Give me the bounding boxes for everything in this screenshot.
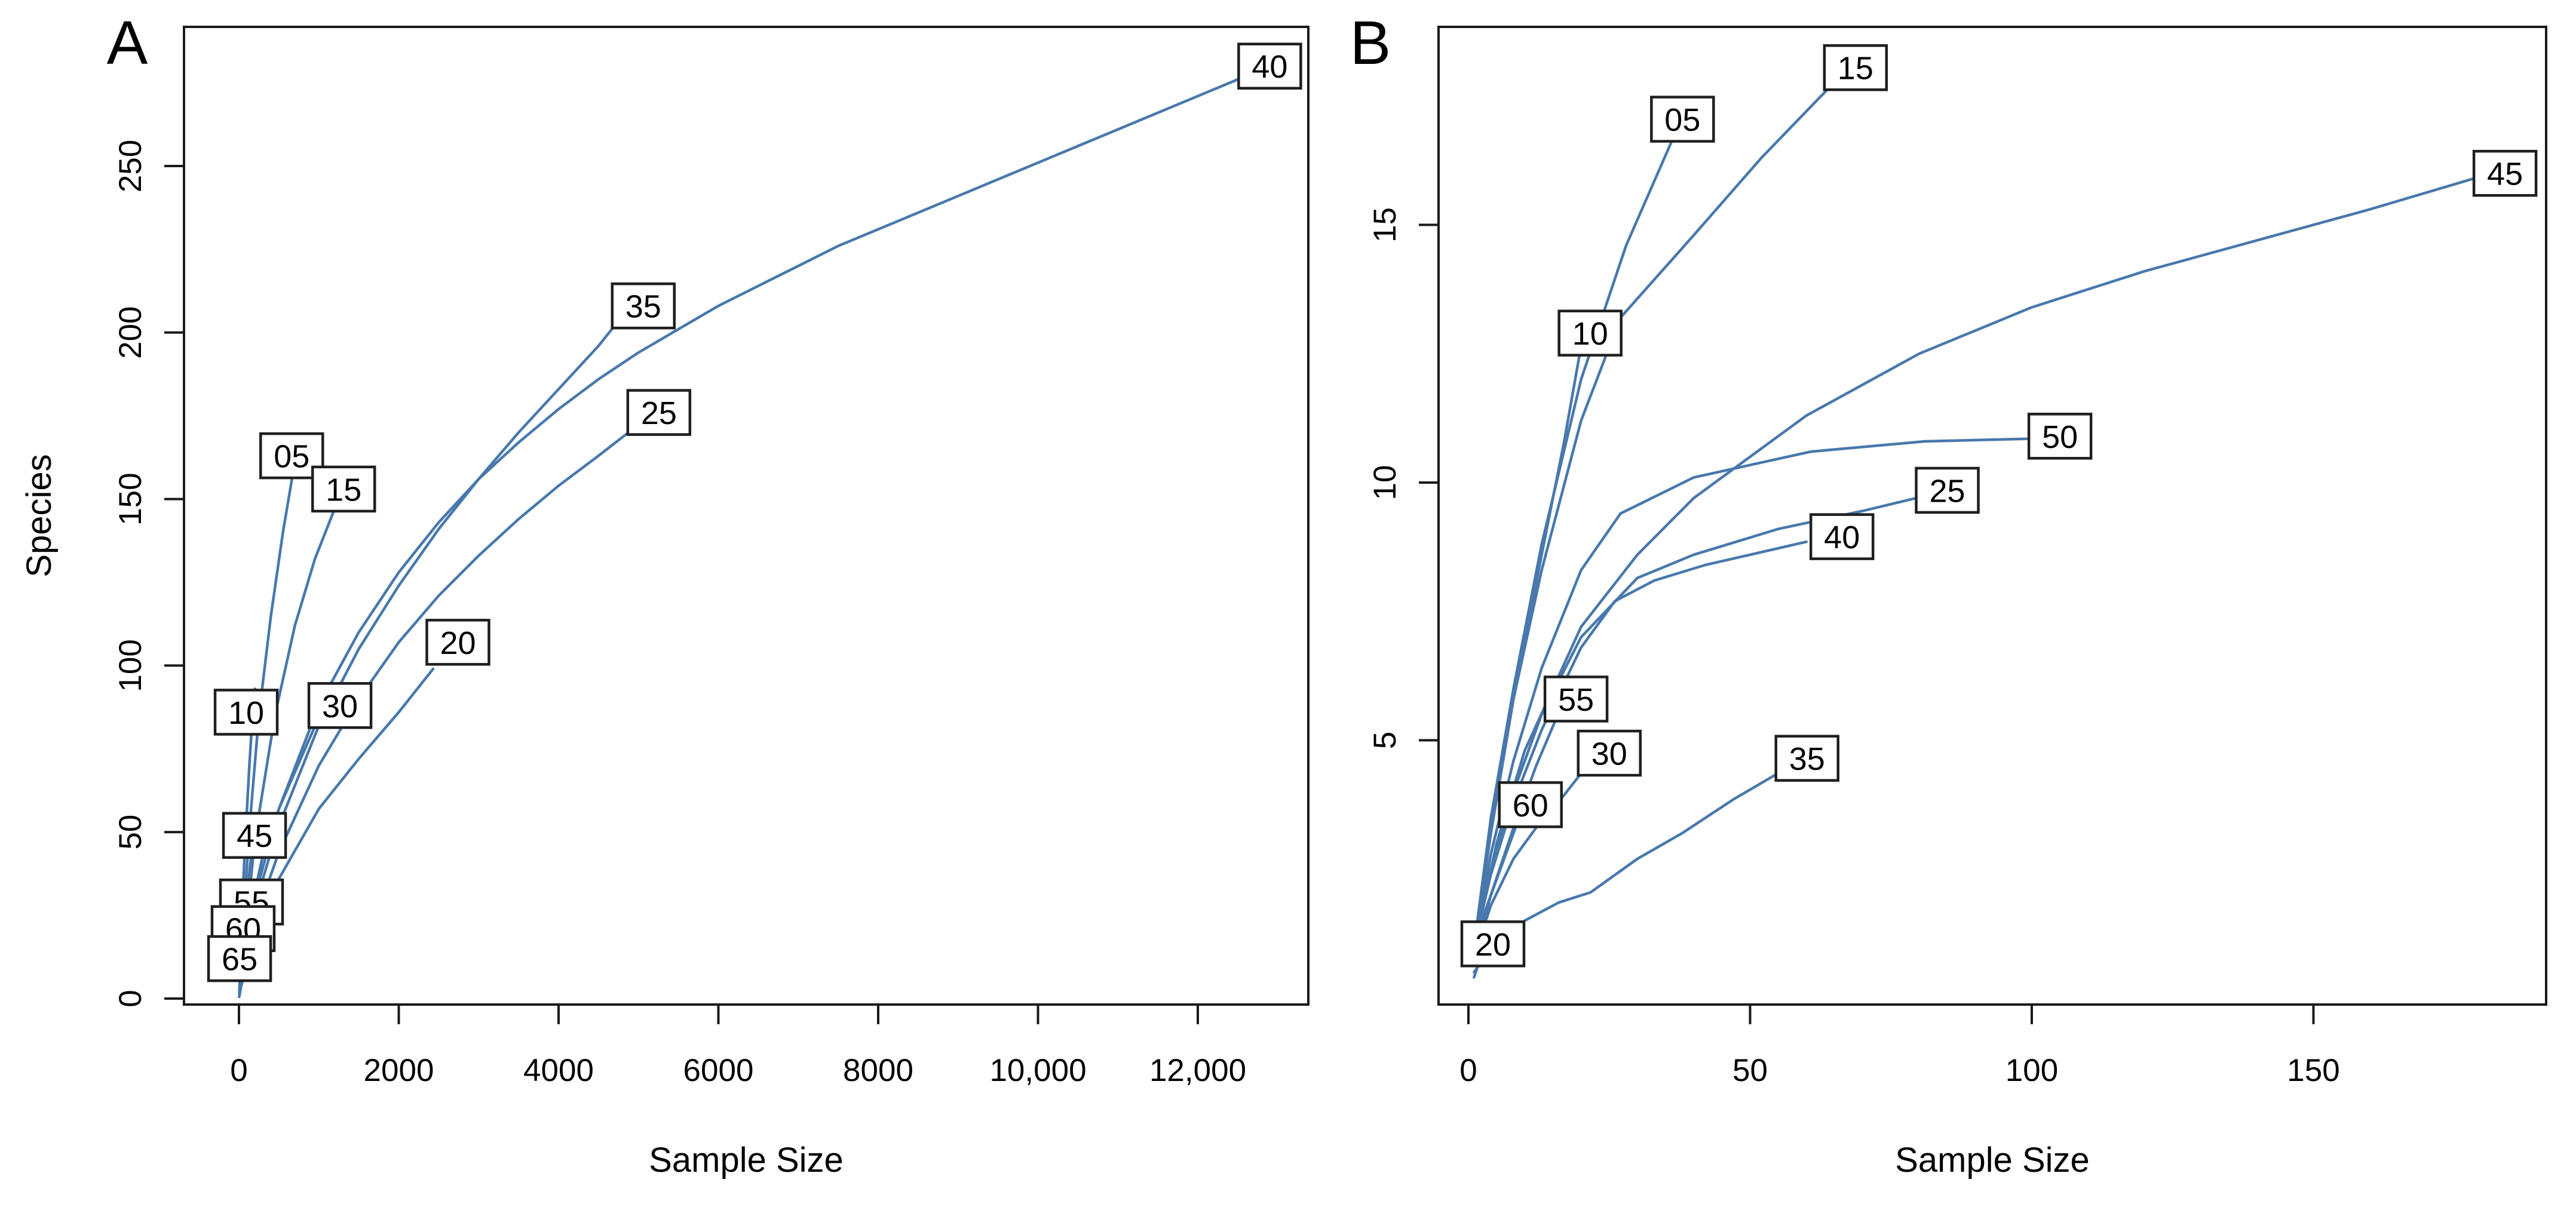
curve-05 (1473, 141, 1673, 948)
x-tick-label: 0 (230, 1053, 247, 1088)
curve-label-box-20 (1460, 920, 1526, 968)
y-tick-label: 200 (113, 306, 148, 359)
curve-45 (1473, 177, 2476, 948)
curve-label-15: 15 (1838, 51, 1873, 87)
curve-label-50: 50 (2042, 419, 2078, 455)
x-tick-label: 100 (2005, 1053, 2058, 1088)
y-tick-label: 50 (113, 815, 148, 850)
y-tick-label: 15 (1367, 207, 1403, 242)
curve-label-45: 45 (2487, 156, 2523, 192)
curve-label-box-60 (1498, 781, 1563, 828)
plot-box-A (183, 26, 1310, 1006)
curve-label-box-40 (1237, 42, 1302, 90)
y-tick-label: 5 (1367, 732, 1403, 749)
curve-label-box-55 (1543, 675, 1609, 723)
curve-label-box-40 (1809, 513, 1875, 560)
curve-05 (238, 474, 294, 994)
curve-label-box-50 (2027, 413, 2093, 460)
curve-label-05: 05 (274, 439, 309, 475)
x-axis-title: Sample Size (649, 1141, 844, 1180)
curve-40 (1473, 540, 1808, 948)
x-tick-label: 8000 (843, 1053, 913, 1088)
x-tick-label: 2000 (364, 1053, 434, 1088)
y-tick-label: 0 (113, 990, 148, 1007)
y-tick-label: 150 (113, 472, 148, 525)
x-tick-label: 0 (1459, 1053, 1477, 1088)
curve-label-box-35 (611, 282, 676, 330)
curve-label-box-65 (207, 935, 272, 982)
curve-label-box-45 (2472, 149, 2538, 197)
panel-tag-A: A (107, 8, 148, 77)
x-tick-label: 10,000 (989, 1053, 1086, 1088)
curve-label-35: 35 (625, 289, 661, 325)
curve-label-60: 60 (1513, 788, 1548, 824)
curve-label-05: 05 (1664, 102, 1700, 138)
curve-label-35: 35 (1789, 741, 1825, 777)
curve-label-45: 45 (237, 818, 272, 854)
y-tick-label: 10 (1367, 465, 1403, 500)
curve-label-55: 55 (1558, 682, 1594, 718)
curve-label-box-10 (1557, 309, 1623, 357)
curve-label-box-05 (1650, 96, 1715, 143)
curve-label-10: 10 (228, 695, 264, 731)
curve-label-10: 10 (1572, 316, 1608, 352)
curve-label-30: 30 (1591, 736, 1627, 772)
curve-label-40: 40 (1824, 520, 1860, 555)
curve-40 (238, 78, 1240, 994)
x-tick-label: 12,000 (1149, 1053, 1246, 1088)
curve-label-box-35 (1774, 735, 1839, 782)
curve-label-20: 20 (1475, 927, 1511, 963)
curve-label-box-45 (222, 812, 287, 859)
curve-label-25: 25 (1930, 473, 1965, 509)
plot-box-B (1437, 26, 2547, 1006)
curve-label-25: 25 (641, 395, 677, 431)
curve-label-box-15 (1823, 44, 1888, 91)
curve-label-box-30 (307, 682, 373, 729)
curve-15 (238, 508, 336, 994)
curve-label-box-20 (425, 619, 490, 666)
x-tick-label: 50 (1732, 1053, 1768, 1088)
curve-label-65: 65 (222, 942, 257, 978)
curve-label-box-15 (311, 465, 376, 513)
curve-label-box-25 (1915, 466, 1980, 514)
curve-25 (238, 431, 630, 994)
curve-10 (1473, 316, 1588, 948)
panel-tag-B: B (1350, 8, 1391, 77)
curve-label-15: 15 (326, 472, 361, 508)
y-axis-title: Species (20, 454, 59, 577)
curve-label-box-10 (213, 689, 279, 736)
curve-label-30: 30 (322, 689, 358, 724)
y-tick-label: 100 (113, 639, 148, 692)
x-axis-title: Sample Size (1895, 1141, 2090, 1180)
curve-label-20: 20 (440, 625, 476, 661)
y-tick-label: 250 (113, 140, 148, 192)
curve-label-box-25 (626, 389, 692, 436)
curve-label-box-30 (1577, 729, 1642, 777)
curve-label-40: 40 (1252, 49, 1287, 85)
x-tick-label: 150 (2287, 1053, 2339, 1088)
x-tick-label: 6000 (683, 1053, 754, 1088)
x-tick-label: 4000 (523, 1053, 594, 1088)
